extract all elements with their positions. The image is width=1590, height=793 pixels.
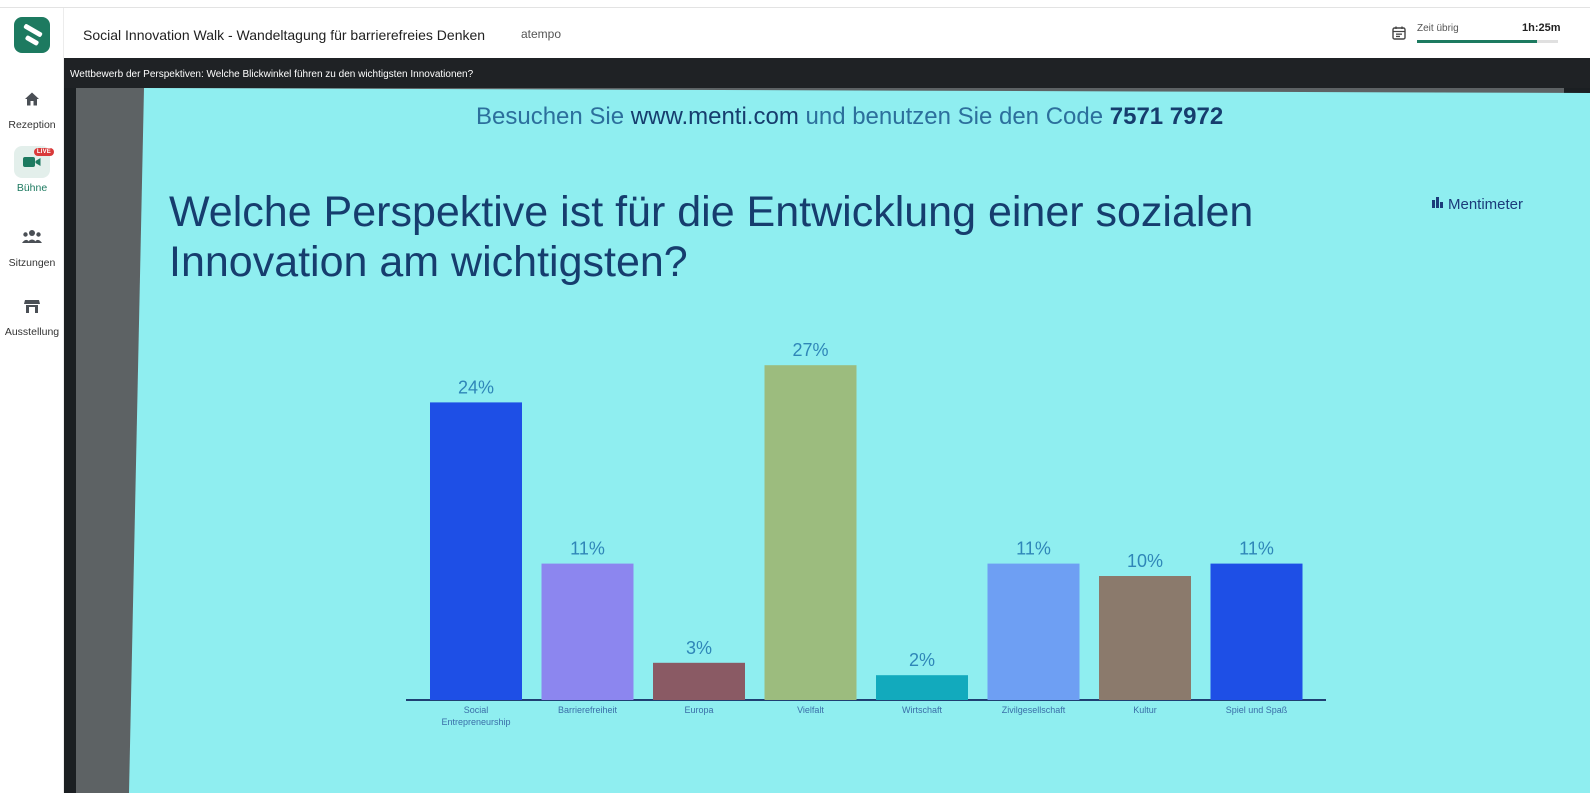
time-progress-fill — [1417, 40, 1537, 43]
chart-bar — [653, 662, 745, 700]
people-group-icon — [14, 221, 50, 253]
sidebar-item-label: Rezeption — [8, 119, 56, 131]
chart-value-label: 11% — [1016, 539, 1051, 559]
bar-chart: 24% Social Entrepreneurship 11% Barrierefrei… — [406, 340, 1326, 727]
chart-bar — [1210, 563, 1303, 700]
projected-slide: Besuchen Sie www.menti.com und benutzen … — [64, 88, 1590, 793]
chart-bar — [430, 402, 522, 700]
question-line-2: Innovation am wichtigsten? — [169, 238, 688, 286]
chart-bar — [987, 563, 1080, 700]
mentimeter-logo: Mentimeter — [1432, 196, 1523, 213]
chart-category-label: Social — [464, 705, 489, 715]
event-title: Social Innovation Walk - Wandeltagung fü… — [83, 27, 486, 43]
chart-value-label: 27% — [792, 340, 828, 360]
app-logo[interactable] — [14, 17, 50, 53]
mentimeter-brand: Mentimeter — [1448, 196, 1523, 213]
question-line-1: Welche Perspektive ist für die Entwicklu… — [169, 188, 1253, 236]
chart-category-label: Entrepreneurship — [441, 717, 510, 727]
session-title-bar: Wettbewerb der Perspektiven: Welche Blic… — [64, 58, 1590, 88]
chart-category-label: Vielfalt — [797, 705, 824, 715]
menti-url: www.menti.com — [630, 103, 799, 130]
chart-bar — [764, 365, 857, 700]
time-progress-bar — [1417, 40, 1558, 43]
chart-category-label: Spiel und Spaß — [1226, 705, 1288, 715]
home-icon — [14, 83, 50, 115]
top-header: Social Innovation Walk - Wandeltagung fü… — [64, 8, 1590, 58]
mentimeter-icon — [1432, 200, 1435, 208]
mentimeter-icon — [1436, 197, 1439, 208]
chart-bar — [876, 675, 968, 700]
chart-bar — [541, 563, 634, 700]
slide-instruction: Besuchen Sie www.menti.com und benutzen … — [476, 103, 1223, 130]
top-border — [0, 0, 1590, 8]
sidebar-item-sitzungen[interactable]: Sitzungen — [0, 221, 64, 283]
chart-category-label: Zivilgesellschaft — [1002, 705, 1066, 715]
live-badge: LIVE — [33, 148, 54, 156]
mentimeter-icon — [1440, 202, 1443, 208]
sidebar-item-label: Ausstellung — [4, 326, 60, 338]
chart-value-label: 24% — [458, 377, 494, 397]
menti-code: 7571 7972 — [1110, 103, 1223, 130]
calendar-icon[interactable] — [1391, 25, 1407, 41]
time-remaining-label: Zeit übrig — [1417, 23, 1459, 34]
organizer-name[interactable]: atempo — [521, 27, 562, 41]
chart-category-label: Europa — [684, 705, 713, 715]
sidebar-item-label: Sitzungen — [8, 257, 56, 269]
instruction-middle: und benutzen Sie den Code — [806, 103, 1104, 130]
chart-category-label: Kultur — [1133, 705, 1157, 715]
chart-value-label: 3% — [686, 638, 712, 658]
chart-category-label: Barrierefreiheit — [558, 705, 618, 715]
chart-category-label: Wirtschaft — [902, 705, 943, 715]
video-stream[interactable]: Besuchen Sie www.menti.com und benutzen … — [64, 88, 1590, 793]
time-remaining-value: 1h:25m — [1522, 22, 1561, 34]
sidebar: Rezeption LIVE Bühne Sitzungen Ausstellu… — [0, 8, 64, 793]
chart-value-label: 11% — [1239, 539, 1274, 559]
sidebar-item-label: Bühne — [16, 182, 48, 194]
chart-value-label: 11% — [570, 539, 605, 559]
chart-value-label: 2% — [909, 650, 935, 670]
sidebar-item-rezeption[interactable]: Rezeption — [0, 83, 64, 145]
video-camera-icon: LIVE — [14, 146, 54, 178]
sidebar-item-ausstellung[interactable]: Ausstellung — [0, 290, 64, 352]
sidebar-item-buehne[interactable]: LIVE Bühne — [0, 146, 64, 208]
booth-icon — [14, 290, 50, 322]
instruction-prefix: Besuchen Sie — [476, 103, 624, 130]
session-title: Wettbewerb der Perspektiven: Welche Blic… — [70, 69, 474, 80]
chart-value-label: 10% — [1127, 551, 1163, 571]
chart-bar — [1099, 576, 1191, 700]
